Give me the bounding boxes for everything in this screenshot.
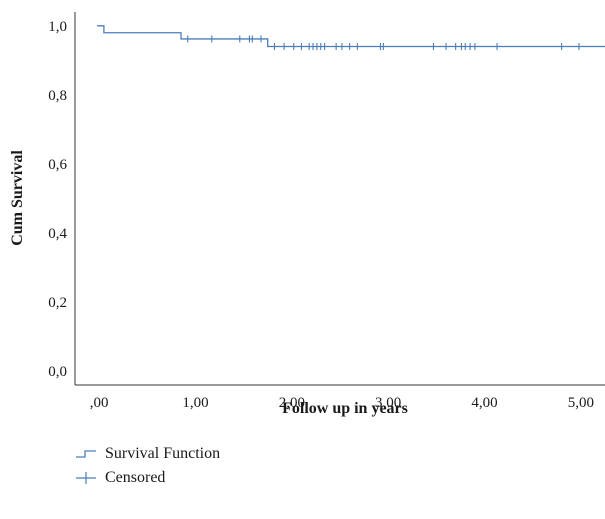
legend-item-censored: Censored xyxy=(75,466,220,490)
y-tick-label: 0,8 xyxy=(48,88,67,104)
legend: Survival Function Censored xyxy=(75,442,220,490)
x-tick-label: 2,00 xyxy=(279,395,305,411)
y-tick-label: 0,6 xyxy=(48,157,67,173)
y-tick-label: 0,0 xyxy=(48,364,67,380)
x-tick-label: ,00 xyxy=(90,395,109,411)
y-axis-title: Cum Survival xyxy=(9,150,26,246)
x-tick-label: 1,00 xyxy=(182,395,208,411)
censored-marks xyxy=(187,35,580,51)
x-tick-labels: ,00 1,00 2,00 3,00 4,00 5,00 xyxy=(90,395,594,411)
legend-label-censored: Censored xyxy=(105,469,166,486)
legend-label-survival: Survival Function xyxy=(105,445,221,462)
legend-item-survival: Survival Function xyxy=(75,442,220,466)
x-tick-label: 5,00 xyxy=(568,395,594,411)
axes xyxy=(74,12,605,386)
x-tick-label: 3,00 xyxy=(375,395,401,411)
chart-area: 0,0 0,2 0,4 0,6 0,8 1,0 ,00 1,00 2,00 3,00 4,00 5,… xyxy=(9,12,605,417)
y-tick-label: 0,2 xyxy=(48,295,67,311)
x-axis-title: Follow up in years xyxy=(282,400,408,417)
plus-marker-icon xyxy=(76,472,96,484)
y-tick-label: 0,4 xyxy=(48,226,67,242)
survival-function-line xyxy=(97,25,605,48)
y-tick-label: 1,0 xyxy=(48,19,67,35)
step-line-icon xyxy=(76,450,96,458)
x-tick-label: 4,00 xyxy=(471,395,497,411)
y-tick-labels: 0,0 0,2 0,4 0,6 0,8 1,0 xyxy=(48,19,67,380)
